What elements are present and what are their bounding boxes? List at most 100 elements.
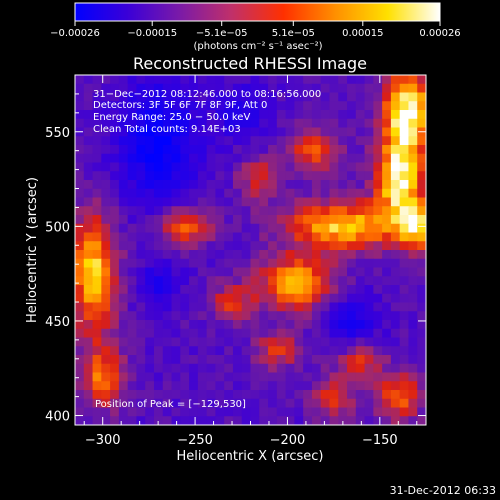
heatmap-cell: [215, 311, 225, 321]
heatmap-cell: [355, 372, 366, 382]
heatmap-cell: [101, 302, 111, 312]
heatmap-cell: [338, 145, 348, 155]
heatmap-cell: [153, 110, 164, 120]
heatmap-cell: [232, 328, 243, 338]
heatmap-cell: [276, 311, 287, 321]
heatmap-cell: [329, 346, 339, 356]
heatmap-cell: [390, 136, 401, 146]
heatmap-cell: [189, 232, 199, 242]
heatmap-cell: [83, 136, 94, 146]
heatmap-cell: [75, 118, 85, 128]
heatmap-cell: [83, 127, 94, 137]
heatmap-cell: [241, 311, 251, 321]
heatmap-cell: [92, 311, 102, 321]
heatmap-cell: [294, 328, 304, 338]
heatmap-cell: [268, 171, 278, 181]
heatmap-cell: [232, 407, 243, 417]
heatmap-cell: [285, 206, 295, 216]
heatmap-cell: [197, 407, 208, 417]
heatmap-cell: [232, 171, 243, 181]
heatmap-cell: [364, 197, 374, 207]
heatmap-cell: [347, 180, 357, 190]
heatmap-cell: [311, 398, 322, 408]
heatmap-cell: [197, 250, 208, 260]
heatmap-cell: [347, 75, 357, 85]
heatmap-cell: [364, 118, 374, 128]
heatmap-cell: [101, 320, 111, 330]
heatmap-cell: [127, 83, 137, 93]
heatmap-cell: [382, 223, 392, 233]
heatmap-cell: [338, 180, 348, 190]
heatmap-cell: [329, 355, 339, 365]
heatmap-cell: [153, 390, 164, 400]
heatmap-cell: [153, 92, 164, 102]
heatmap-cell: [241, 153, 251, 163]
heatmap-cell: [145, 267, 155, 277]
heatmap-cell: [101, 206, 111, 216]
heatmap-cell: [241, 180, 251, 190]
heatmap-cell: [83, 223, 94, 233]
heatmap-cell: [355, 346, 366, 356]
heatmap-cell: [215, 407, 225, 417]
heatmap-cell: [285, 372, 295, 382]
heatmap-cell: [338, 136, 348, 146]
heatmap-cell: [92, 101, 102, 111]
heatmap-cell: [127, 311, 137, 321]
heatmap-cell: [118, 355, 129, 365]
heatmap-cell: [241, 83, 251, 93]
heatmap-cell: [162, 250, 173, 260]
colorbar-tick-label: −0.00026: [50, 28, 100, 39]
heatmap-cell: [83, 153, 94, 163]
heatmap-cell: [320, 92, 330, 102]
heatmap-cell: [162, 311, 173, 321]
heatmap-cell: [285, 162, 295, 172]
heatmap-cell: [390, 346, 401, 356]
heatmap-cell: [101, 355, 111, 365]
heatmap-cell: [417, 328, 427, 338]
heatmap-cell: [373, 363, 383, 373]
heatmap-cell: [118, 285, 129, 295]
heatmap-cell: [268, 407, 278, 417]
footer-timestamp: 31-Dec-2012 06:33: [390, 484, 496, 497]
heatmap-cell: [320, 171, 330, 181]
heatmap-cell: [408, 197, 418, 207]
heatmap-cell: [189, 118, 199, 128]
heatmap-cell: [268, 118, 278, 128]
heatmap-cell: [224, 197, 234, 207]
heatmap-cell: [294, 407, 304, 417]
heatmap-image: [75, 75, 427, 426]
heatmap-cell: [92, 127, 102, 137]
heatmap-cell: [171, 110, 181, 120]
heatmap-cell: [241, 355, 251, 365]
heatmap-cell: [355, 311, 366, 321]
heatmap-cell: [373, 180, 383, 190]
heatmap-cell: [276, 337, 287, 347]
heatmap-cell: [145, 372, 155, 382]
heatmap-cell: [171, 390, 181, 400]
heatmap-cell: [373, 83, 383, 93]
heatmap-cell: [373, 215, 383, 225]
heatmap-cell: [224, 118, 234, 128]
heatmap-cell: [189, 346, 199, 356]
heatmap-cell: [197, 188, 208, 198]
heatmap-cell: [382, 337, 392, 347]
heatmap-cell: [329, 206, 339, 216]
heatmap-cell: [101, 171, 111, 181]
heatmap-cell: [259, 363, 269, 373]
heatmap-cell: [153, 276, 164, 286]
heatmap-cell: [417, 180, 427, 190]
heatmap-cell: [294, 416, 304, 426]
heatmap-cell: [320, 363, 330, 373]
heatmap-cell: [285, 118, 295, 128]
heatmap-cell: [268, 241, 278, 251]
heatmap-cell: [110, 197, 120, 207]
heatmap-cell: [83, 381, 94, 391]
heatmap-cell: [364, 407, 374, 417]
heatmap-cell: [364, 258, 374, 268]
heatmap-cell: [206, 75, 216, 85]
heatmap-cell: [355, 110, 366, 120]
heatmap-cell: [232, 372, 243, 382]
heatmap-cell: [83, 171, 94, 181]
heatmap-cell: [390, 390, 401, 400]
heatmap-cell: [276, 390, 287, 400]
